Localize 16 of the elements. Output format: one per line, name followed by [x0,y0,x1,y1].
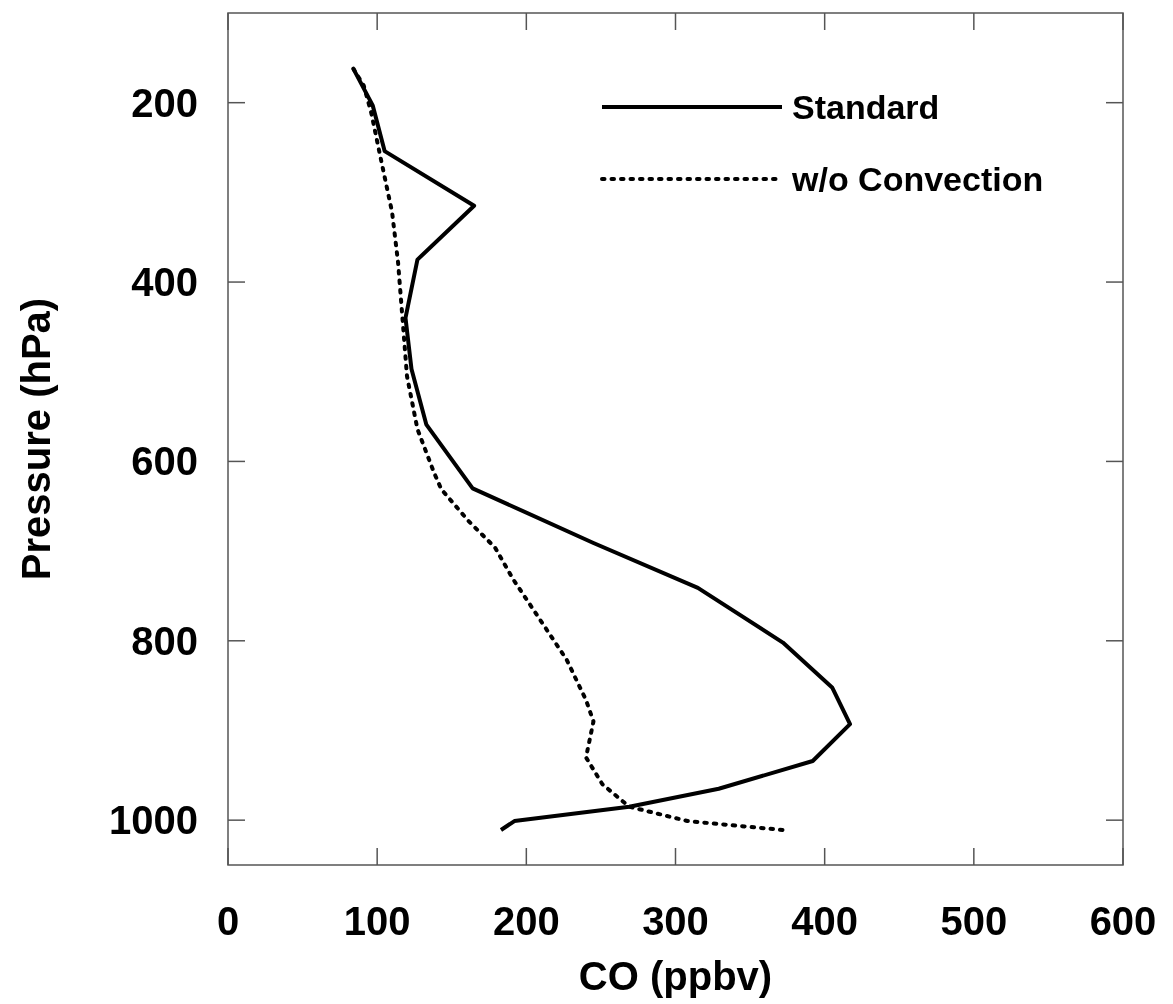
y-tick-label: 600 [131,439,198,484]
x-axis-title: CO (ppbv) [578,954,773,998]
y-tick-label: 400 [131,260,198,305]
x-tick-label: 600 [1089,899,1157,943]
text: w/o Convection [791,160,1044,198]
x-tick-label: 400 [791,899,859,943]
x-tick-label: 200 [492,899,560,943]
text: Standard [792,88,940,126]
y-axis-title: Pressure (hPa) [14,297,58,581]
y-tick-label: 1000 [109,798,198,843]
y-tick-label: 800 [131,618,198,663]
y-tick-label: 200 [131,80,198,125]
x-tick-label: 0 [216,899,240,943]
x-tick-label: 300 [642,899,709,943]
x-tick-label: 100 [343,899,411,943]
x-tick-label: 500 [940,899,1008,943]
